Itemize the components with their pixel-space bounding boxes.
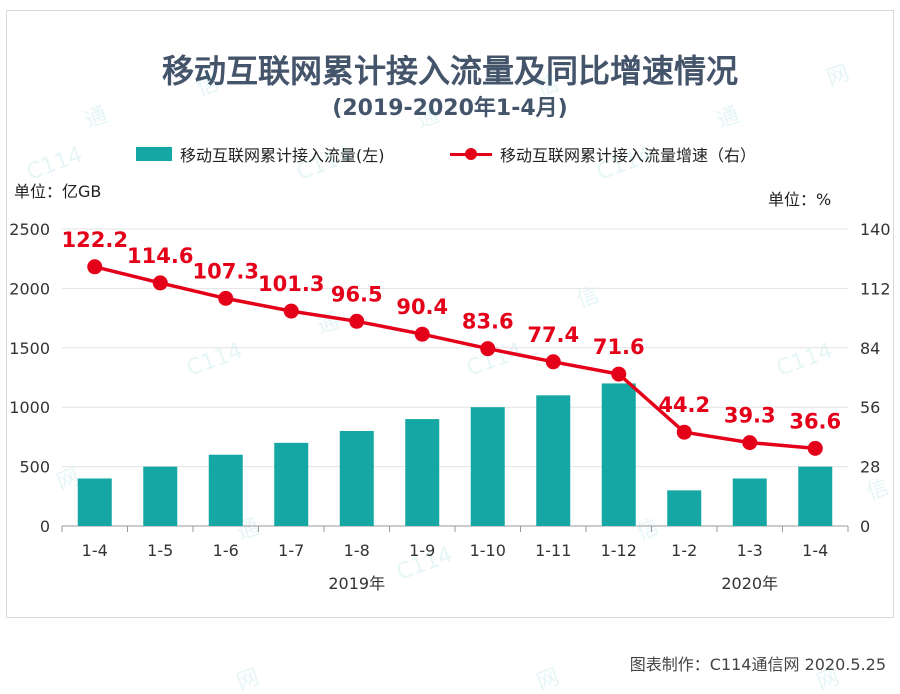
chart-subtitle: (2019-2020年1-4月) [332,96,568,121]
y-right-tick-label: 28 [860,458,880,477]
growth-data-label: 114.6 [127,244,193,268]
growth-data-label: 36.6 [789,409,841,433]
growth-point-0 [87,259,103,275]
bar-traffic-2 [208,454,243,526]
watermark: 信 [634,515,663,546]
x-tick-label: 1-12 [601,541,637,560]
growth-data-label: 71.6 [593,335,645,359]
left-axis-unit: 单位：亿GB [14,182,102,201]
bar-traffic-0 [77,478,112,526]
y-right-tick-label: 112 [860,279,891,298]
credit-text: 图表制作：C114通信网 2020.5.25 [629,655,886,674]
y-right-tick-label: 0 [860,517,870,536]
y-left-tick-label: 1500 [9,339,50,358]
growth-point-9 [676,424,692,440]
growth-point-11 [807,440,823,456]
watermark: 网 [234,665,263,694]
legend-bar-swatch [136,147,172,161]
bar-traffic-8 [601,383,636,526]
legend-bar-label: 移动互联网累计接入流量(左) [180,146,385,165]
x-tick-label: 1-9 [409,541,435,560]
y-right-tick-label: 140 [860,220,891,239]
y-left-tick-label: 2000 [9,279,50,298]
right-axis-unit: 单位：% [768,190,832,209]
x-tick-label: 1-11 [535,541,571,560]
growth-point-2 [218,290,234,306]
bar-traffic-10 [732,478,767,526]
watermark: 网 [534,665,563,694]
bar-traffic-11 [798,466,833,526]
growth-point-4 [349,313,365,329]
growth-point-10 [742,435,758,451]
y-left-tick-label: 1000 [9,398,50,417]
legend-bar: 移动互联网累计接入流量(左) [136,142,385,166]
watermark: 通 [314,309,343,340]
watermark: 通 [714,103,743,134]
y-left-tick-label: 0 [40,517,50,536]
watermark: C114 [774,339,836,382]
x-tick-label: 1-4 [802,541,828,560]
bar-traffic-3 [274,442,309,526]
y-right-tick-label: 84 [860,339,880,358]
watermark: 信 [534,71,563,102]
year-label: 2019年 [328,574,385,593]
watermark: C114 [24,143,86,186]
watermark: 通 [414,103,443,134]
growth-data-label: 90.4 [396,295,448,319]
x-tick-label: 1-10 [470,541,506,560]
growth-line [94,265,816,451]
growth-data-label: 83.6 [462,310,514,334]
growth-point-3 [283,303,299,319]
legend-line-label: 移动互联网累计接入流量增速（右） [500,146,757,165]
growth-data-label: 101.3 [258,272,324,296]
y-left-tick-label: 500 [19,458,50,477]
watermark: 信 [574,283,603,314]
growth-data-label: 107.3 [193,259,259,283]
legend-line-swatch [450,145,492,163]
x-tick-label: 1-5 [147,541,173,560]
x-tick-label: 1-6 [213,541,239,560]
growth-point-6 [480,341,496,357]
watermark: C114 [594,143,656,186]
x-tick-label: 1-2 [671,541,697,560]
watermark: 网 [824,61,853,92]
growth-point-5 [414,326,430,342]
watermark: 信 [194,71,223,102]
watermark: C114 [184,339,246,382]
bar-traffic-5 [405,419,440,526]
chart-title: 移动互联网累计接入流量及同比增速情况 [161,52,738,90]
y-right-tick-label: 56 [860,398,880,417]
bar-traffic-9 [667,490,702,526]
year-label: 2020年 [721,574,778,593]
growth-data-label: 44.2 [658,393,710,417]
watermark: C114 [294,143,356,186]
bar-traffic-1 [143,466,178,526]
watermark: 信 [864,475,893,506]
growth-data-label: 122.2 [62,228,128,252]
x-tick-label: 1-8 [344,541,370,560]
x-tick-label: 1-7 [278,541,304,560]
watermark: 通 [82,103,111,134]
x-tick-label: 1-4 [82,541,108,560]
bar-traffic-7 [536,395,571,526]
growth-point-1 [152,275,168,291]
x-tick-label: 1-3 [737,541,763,560]
growth-data-label: 77.4 [527,323,579,347]
y-left-tick-label: 2500 [9,220,50,239]
growth-data-label: 39.3 [724,404,776,428]
growth-point-8 [611,366,627,382]
bar-traffic-4 [339,430,374,526]
growth-point-7 [545,354,561,370]
bar-traffic-6 [470,407,505,526]
growth-data-label: 96.5 [331,282,383,306]
legend-line: 移动互联网累计接入流量增速（右） [450,142,756,166]
